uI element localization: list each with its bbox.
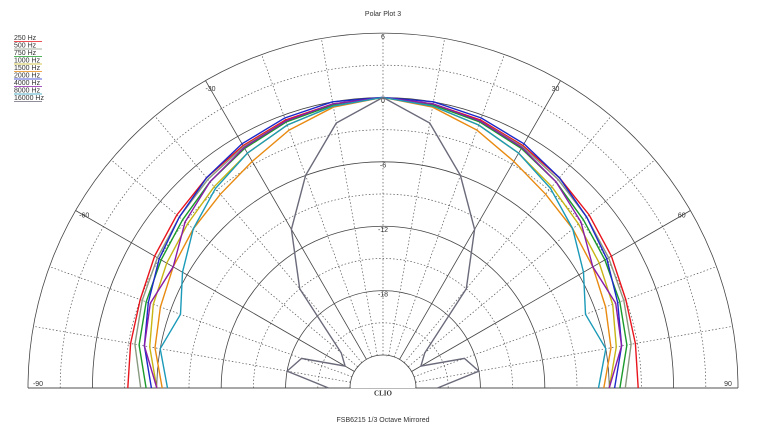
legend-label: 250 Hz — [14, 35, 37, 42]
minor-spoke — [393, 54, 505, 358]
minor-spoke — [408, 159, 656, 368]
theta-tick-label: -60 — [79, 212, 89, 219]
r-tick-label: -12 — [378, 227, 388, 234]
spoke — [205, 80, 367, 360]
minor-spoke — [154, 115, 363, 363]
theta-tick-label: 60 — [678, 212, 686, 219]
legend-label: 500 Hz — [14, 42, 37, 49]
brand-label: CLIO — [374, 390, 392, 398]
r-tick-label: -6 — [380, 163, 386, 170]
minor-ring — [59, 64, 707, 389]
minor-ring — [188, 193, 578, 389]
ring — [220, 225, 546, 389]
minor-spoke — [415, 326, 733, 383]
minor-ring — [124, 129, 642, 389]
legend-label: 1000 Hz — [14, 57, 41, 64]
minor-ring — [253, 258, 513, 389]
spoke — [75, 210, 355, 372]
legend-label: 16000 Hz — [14, 95, 44, 102]
theta-tick-label: -90 — [33, 381, 43, 388]
minor-spoke — [110, 159, 358, 368]
minor-spoke — [33, 326, 351, 383]
r-tick-label: 0 — [381, 98, 385, 105]
minor-spoke — [388, 38, 445, 356]
minor-spoke — [321, 38, 378, 356]
center-cap — [351, 356, 415, 388]
ring — [27, 32, 739, 389]
theta-tick-label: 90 — [724, 381, 732, 388]
legend-label: 4000 Hz — [14, 80, 41, 87]
legend-label: 1500 Hz — [14, 65, 41, 72]
spoke — [399, 80, 561, 360]
r-tick-label: -18 — [378, 291, 388, 298]
chart-subtitle: FSB6215 1/3 Octave Mirrored — [337, 417, 430, 424]
legend-label: 8000 Hz — [14, 87, 41, 94]
legend-label: 750 Hz — [14, 50, 37, 57]
spoke — [411, 210, 691, 372]
r-tick-label: 6 — [381, 34, 385, 41]
theta-tick-label: -30 — [205, 86, 215, 93]
series-line — [285, 96, 481, 389]
minor-spoke — [261, 54, 373, 358]
chart-title: Polar Plot 3 — [365, 11, 401, 18]
theta-tick-label: 30 — [552, 86, 560, 93]
minor-spoke — [403, 115, 612, 363]
legend-label: 2000 Hz — [14, 72, 41, 79]
